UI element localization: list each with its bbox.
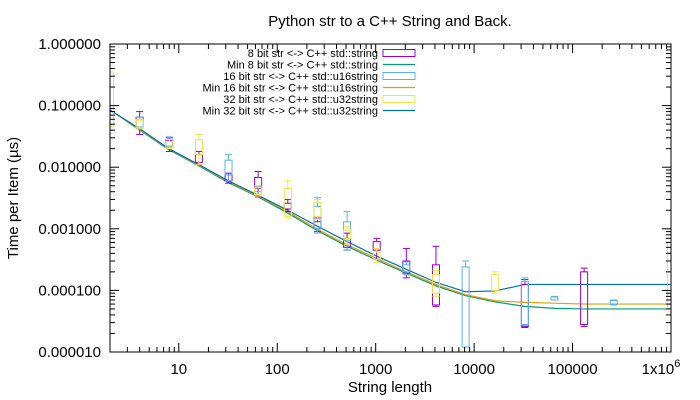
box	[165, 141, 174, 148]
x-axis-title: String length	[348, 379, 432, 396]
box	[254, 177, 263, 190]
series-layer	[110, 64, 671, 348]
x-tick-label: 100000	[548, 361, 598, 378]
x-tick-label: 10	[170, 361, 187, 378]
box	[580, 271, 589, 325]
box	[667, 241, 671, 310]
box	[283, 188, 292, 217]
box	[609, 300, 618, 305]
y-tick-label: 0.100000	[38, 98, 101, 115]
legend-swatch	[382, 72, 416, 80]
x-tick-label-exponent: 6	[674, 358, 680, 370]
y-tick-label: 0.010000	[38, 159, 101, 176]
box	[194, 139, 203, 156]
x-tick-label: 1000	[359, 361, 392, 378]
box	[402, 264, 411, 273]
series-line	[110, 109, 671, 310]
x-tick-label: 100	[265, 361, 290, 378]
box	[491, 274, 500, 291]
box	[461, 266, 470, 348]
box	[283, 202, 292, 210]
y-tick-label: 1.000000	[38, 36, 101, 53]
legend-swatch	[382, 95, 416, 103]
legend-label: Min 16 bit str <-> C++ std::u16string	[203, 83, 378, 95]
legend-swatch	[382, 49, 416, 57]
series-line	[110, 109, 671, 293]
y-tick-label: 0.000100	[38, 282, 101, 299]
y-axis-title: Time per Item (µs)	[5, 137, 22, 259]
box	[372, 251, 381, 260]
box	[110, 71, 114, 128]
legend-label: 8 bit str <-> C++ std::string	[248, 48, 378, 60]
x-tick-label-base: 1x10	[642, 361, 675, 378]
box	[135, 119, 144, 129]
legend-label: 32 bit str <-> C++ std::u32string	[223, 94, 378, 106]
legend-label: 16 bit str <-> C++ std::u16string	[223, 71, 378, 83]
box	[520, 280, 529, 325]
y-tick-label: 0.000010	[38, 344, 101, 361]
x-tick-label: 1x106	[642, 358, 681, 378]
box	[313, 201, 322, 217]
box	[343, 229, 352, 239]
box	[550, 296, 559, 301]
chart-title: Python str to a C++ String and Back.	[268, 13, 511, 30]
y-tick-label: 0.001000	[38, 221, 101, 238]
box	[224, 159, 233, 176]
box	[254, 187, 263, 196]
legend-label: Min 32 bit str <-> C++ std::u32string	[203, 106, 378, 118]
tick-marks: 10 100 1000 10000 100000 1x106 0.000010 0.00010…	[38, 36, 680, 378]
legend-label: Min 8 bit str <-> C++ std::string	[227, 60, 378, 72]
series-line	[110, 109, 671, 305]
x-tick-label: 10000	[453, 361, 495, 378]
box	[431, 274, 440, 294]
plot-frame	[109, 43, 672, 353]
box	[313, 206, 322, 230]
